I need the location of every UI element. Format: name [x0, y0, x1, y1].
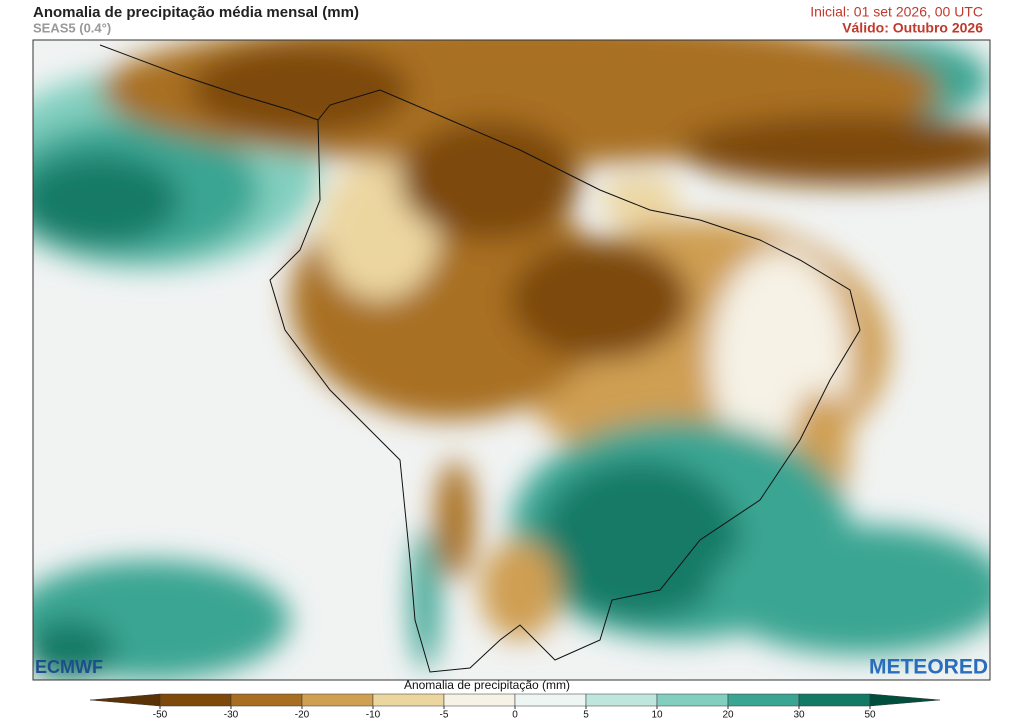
colorbar-segment [159, 693, 232, 707]
colorbar-segment [656, 693, 729, 707]
colorbar-arrow [869, 693, 941, 707]
meteored-logo: METEORED [869, 656, 988, 679]
map [33, 40, 990, 680]
colorbar-segment [301, 693, 374, 707]
title: Anomalia de precipitação média mensal (m… [33, 4, 359, 21]
colorbar-tick-label: -5 [440, 710, 449, 720]
colorbar-segment [514, 693, 587, 707]
colorbar-title: Anomalia de precipitação (mm) [404, 678, 570, 692]
colorbar-segment [727, 693, 800, 707]
colorbar-segment [798, 693, 871, 707]
initial-date: Inicial: 01 set 2026, 00 UTC [810, 4, 983, 20]
colorbar-tick-label: 20 [722, 710, 734, 720]
ecmwf-logo: ECMWF [35, 657, 103, 677]
colorbar-arrow [89, 693, 161, 707]
colorbar-segment [585, 693, 658, 707]
subtitle: SEAS5 (0.4°) [33, 20, 111, 35]
colorbar-segment [443, 693, 516, 707]
colorbar-tick-label: -10 [366, 710, 381, 720]
colorbar-tick-label: 5 [583, 710, 589, 720]
colorbar-tick-label: 10 [651, 710, 663, 720]
colorbar-tick-label: -20 [295, 710, 310, 720]
colorbar-tick-label: 30 [793, 710, 805, 720]
colorbar-segment [372, 693, 445, 707]
colorbar-tick-label: -30 [224, 710, 239, 720]
colorbar-tick-label: -50 [153, 710, 168, 720]
colorbar-segment [230, 693, 303, 707]
colorbar: -50 -30 -20 -10 -5 0 5 10 20 30 50 [89, 693, 941, 721]
colorbar-tick-label: 0 [512, 710, 518, 720]
valid-date: Válido: Outubro 2026 [842, 20, 983, 36]
colorbar-tick-label: 50 [864, 710, 876, 720]
